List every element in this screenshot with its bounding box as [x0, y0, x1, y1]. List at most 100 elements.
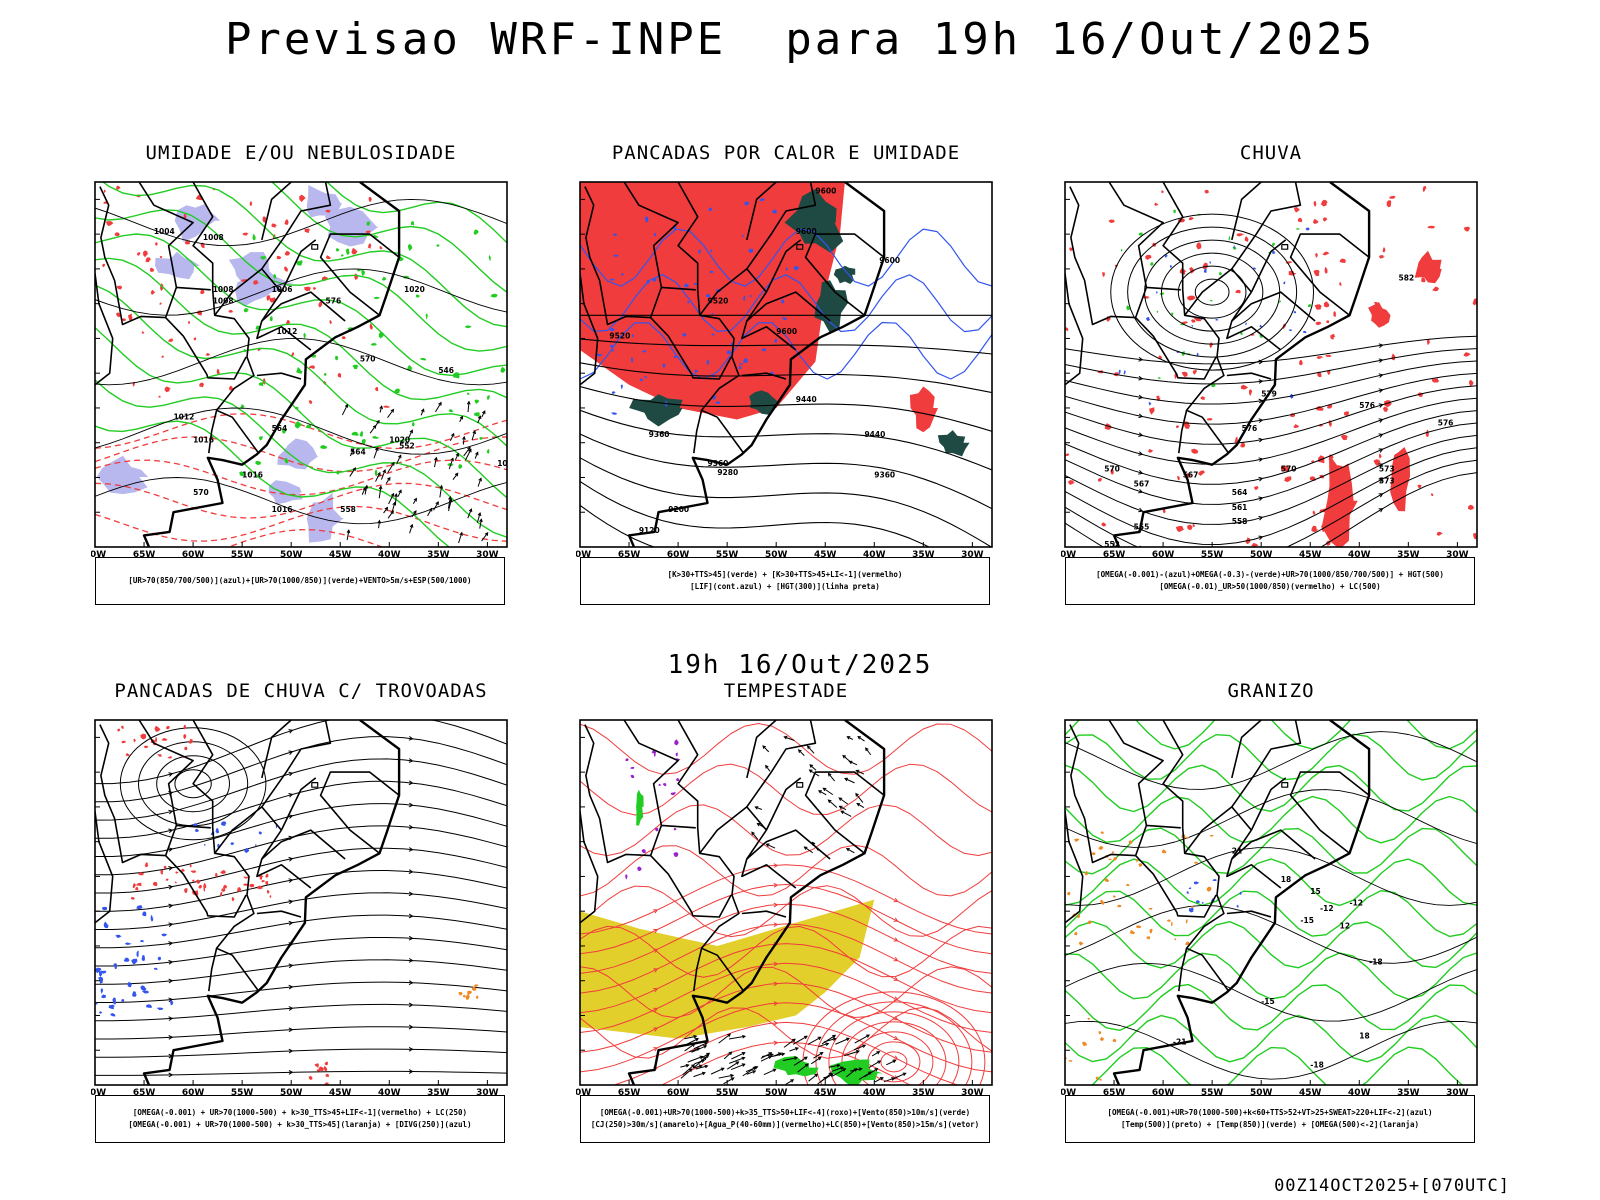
contour-label: 18: [1359, 1032, 1369, 1041]
legend-box: [OMEGA(-0.001)+UR>70(1000-500)+k>35_TTS>…: [580, 1095, 990, 1143]
map-plot: 5825795765765735705675645615585555525705…: [1061, 181, 1478, 560]
contour-label: 564: [350, 447, 366, 456]
legend-box: [OMEGA(-0.001) + UR>70(1000-500) + k>30_…: [95, 1095, 505, 1143]
contour-lines: [95, 198, 507, 525]
lon-tick-label: 55W: [1201, 550, 1224, 560]
contour-label: 9600: [879, 256, 900, 265]
legend-box: [OMEGA(-0.001)+UR>70(1000-500)+k<60+TTS>…: [1065, 1095, 1475, 1143]
lon-tick-label: 35W: [912, 1088, 935, 1098]
map-plot: 9600 9600 9600 9520 9600 9520 9440 9360 9280 9200…: [576, 181, 993, 560]
contour-label: 573: [1379, 476, 1395, 485]
lon-tick-label: 70W: [1061, 1088, 1076, 1098]
lon-tick-label: 65W: [1103, 550, 1126, 560]
contour-label: 12: [1340, 922, 1350, 931]
contour-label: 576: [1242, 424, 1258, 433]
panel-title: PANCADAS DE CHUVA C/ TROVOADAS: [114, 680, 488, 702]
lon-tick-label: 35W: [427, 550, 450, 560]
contour-label: 9440: [796, 395, 817, 404]
contour-label: 1008: [213, 297, 234, 306]
lon-tick-label: 35W: [912, 550, 935, 560]
panel-title: GRANIZO: [1227, 680, 1315, 702]
contour-label: -15: [1300, 916, 1314, 925]
contour-label: 570: [360, 355, 376, 364]
lon-tick-label: 40W: [378, 550, 401, 560]
contour-label: 9600: [796, 227, 817, 236]
contour-label: 582: [1399, 273, 1415, 282]
lon-tick-label: 30W: [476, 550, 499, 560]
lon-tick-label: 40W: [863, 1088, 886, 1098]
precip-scatter: [239, 221, 506, 477]
contour-label: -12: [1320, 904, 1334, 913]
contour-label: 9520: [609, 331, 630, 340]
lon-tick-label: 45W: [1299, 1088, 1322, 1098]
contour-label: 552: [1104, 540, 1120, 549]
map-frame: [94, 181, 508, 548]
map-panel-3: CHUVA 582 579 576 576 573 570 567 564 561 558 555 55…: [1061, 142, 1515, 622]
legend-line: [OMEGA(-0.01)_UR>50(1000/850)(vermelho) …: [1159, 582, 1381, 591]
contour-label: 1024: [497, 459, 518, 468]
map-frame: [1064, 181, 1478, 548]
contour-label: 15: [1310, 887, 1320, 896]
contour-label: 567: [1183, 470, 1199, 479]
contour-label: 9440: [864, 430, 885, 439]
lon-tick-label: 55W: [231, 550, 254, 560]
lon-tick-label: 60W: [667, 1088, 690, 1098]
coastline-borders: [95, 182, 401, 547]
lon-tick-label: 45W: [329, 550, 352, 560]
lon-tick-label: 50W: [1250, 1088, 1273, 1098]
map-content: 9600 9600 9600 9520 9600 9520 9440 9360 9280 9200…: [580, 182, 992, 547]
contour-label: 546: [438, 366, 454, 375]
legend-line: [Temp(500)](preto) + [Temp(850)](verde) …: [1120, 1120, 1419, 1129]
contour-label: 558: [1232, 517, 1248, 526]
map-panel-5: TEMPESTADE12S15S18S21S24S27S30S33S36S39S…: [576, 680, 1030, 1160]
wind-vectors: [751, 735, 872, 854]
lon-tick-label: 40W: [863, 550, 886, 560]
map-plot: -12-15-18-21-15-12-18121518211812S15S18S…: [1061, 719, 1478, 1098]
contour-label: 564: [272, 424, 288, 433]
lon-tick-label: 65W: [133, 550, 156, 560]
wind-vectors: [341, 400, 489, 544]
lon-tick-label: 70W: [1061, 550, 1076, 560]
precip-scatter: [1118, 227, 1310, 406]
legend-line: [OMEGA(-0.001)-(azul)+OMEGA(-0.3)-(verde…: [1096, 570, 1444, 579]
contour-lines: [95, 413, 507, 547]
contour-label: 1016: [193, 436, 214, 445]
contour-lines: [95, 182, 507, 547]
coastline-borders: [1065, 720, 1371, 1085]
legend-line: [CJ(250)>30m/s](amarelo)+[Agua_P(40-60mm…: [590, 1120, 980, 1129]
lon-tick-label: 50W: [280, 550, 303, 560]
map-frame: [579, 719, 993, 1086]
panel-title: TEMPESTADE: [723, 680, 849, 702]
contour-label: 9200: [668, 505, 689, 514]
map-frame: [94, 719, 508, 1086]
main-title: Previsao WRF-INPE para 19h 16/Out/2025: [224, 14, 1376, 65]
contour-label: 576: [1438, 418, 1454, 427]
contour-label: 1004: [154, 227, 175, 236]
panel-title: PANCADAS POR CALOR E UMIDADE: [611, 142, 961, 164]
instability-area: [580, 182, 845, 420]
lon-tick-label: 30W: [1446, 1088, 1469, 1098]
legend-line: [UR>70(850/700/500)](azul)+[UR>70(1000/8…: [128, 576, 472, 585]
lon-tick-label: 30W: [476, 1088, 499, 1098]
contour-label: 561: [1232, 503, 1248, 512]
panel-title: UMIDADE E/OU NEBULOSIDADE: [145, 142, 457, 164]
contour-label: 1016: [272, 505, 293, 514]
contour-label: -21: [1173, 1037, 1187, 1046]
coastline-borders: [1065, 182, 1371, 547]
legend-line: [K>30+TTS>45](verde) + [K>30+TTS>45+LI<-…: [667, 570, 903, 579]
contour-label: 576: [326, 297, 342, 306]
contour-lines: [580, 723, 992, 1059]
contour-label: 9600: [815, 187, 836, 196]
precip-scatter: [1067, 831, 1214, 946]
lon-tick-label: 55W: [716, 550, 739, 560]
coastline-borders: [580, 182, 886, 547]
contour-label: 552: [399, 442, 415, 451]
lon-tick-label: 60W: [182, 550, 205, 560]
lon-tick-label: 45W: [1299, 550, 1322, 560]
contour-label: -12: [1349, 898, 1363, 907]
lon-tick-label: 70W: [91, 550, 106, 560]
contour-label: 570: [1281, 465, 1297, 474]
